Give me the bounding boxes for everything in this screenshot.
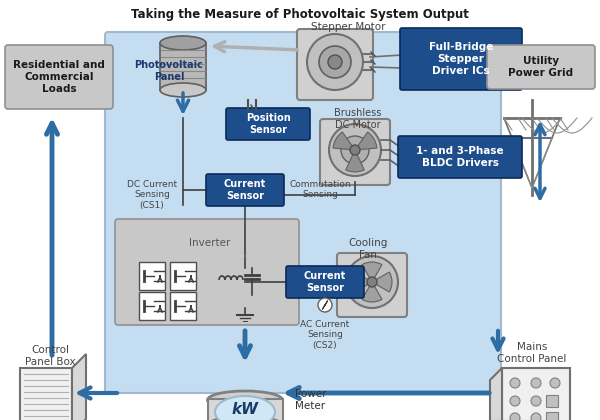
Text: Inverter: Inverter [190,238,230,248]
FancyBboxPatch shape [398,136,522,178]
Circle shape [350,145,360,155]
Circle shape [318,298,332,312]
FancyBboxPatch shape [546,395,558,407]
FancyBboxPatch shape [105,32,501,393]
FancyBboxPatch shape [226,108,310,140]
Text: Brushless
DC Motor: Brushless DC Motor [334,108,382,130]
FancyBboxPatch shape [206,174,284,206]
Ellipse shape [160,36,206,50]
Text: Residential and
Commercial
Loads: Residential and Commercial Loads [13,60,105,94]
Text: Current
Sensor: Current Sensor [224,179,266,201]
FancyBboxPatch shape [170,262,196,290]
Wedge shape [355,132,377,150]
FancyBboxPatch shape [139,262,165,290]
Circle shape [307,34,363,90]
Polygon shape [490,368,502,420]
FancyBboxPatch shape [115,219,299,325]
FancyBboxPatch shape [297,29,373,100]
FancyBboxPatch shape [139,292,165,320]
Polygon shape [72,354,86,420]
Circle shape [328,55,342,69]
Text: kW: kW [232,402,259,417]
Text: Full-Bridge
Stepper
Driver ICs: Full-Bridge Stepper Driver ICs [429,42,493,76]
Polygon shape [20,368,72,420]
Circle shape [531,413,541,420]
Circle shape [531,396,541,406]
Wedge shape [362,262,382,282]
Circle shape [346,256,398,308]
Text: Control
Panel Box: Control Panel Box [25,345,76,367]
Text: Mains
Control Panel: Mains Control Panel [497,342,566,364]
FancyBboxPatch shape [487,45,595,89]
Text: Taking the Measure of Photovoltaic System Output: Taking the Measure of Photovoltaic Syste… [131,8,469,21]
Circle shape [510,413,520,420]
FancyBboxPatch shape [546,412,558,420]
FancyBboxPatch shape [5,45,113,109]
Circle shape [367,277,377,287]
Circle shape [510,396,520,406]
Text: Position
Sensor: Position Sensor [245,113,290,135]
Ellipse shape [208,391,283,409]
Circle shape [329,124,381,176]
Text: Current
Sensor: Current Sensor [304,271,346,293]
Text: 1- and 3-Phase
BLDC Drivers: 1- and 3-Phase BLDC Drivers [416,146,504,168]
Text: Cooling
Fan: Cooling Fan [349,238,388,260]
Wedge shape [372,272,392,292]
Wedge shape [352,272,372,292]
Text: Power
Meter: Power Meter [295,389,326,411]
Ellipse shape [208,416,283,420]
Text: DC Current
Sensing
(CS1): DC Current Sensing (CS1) [127,180,177,210]
Ellipse shape [160,83,206,97]
Text: Stepper Motor: Stepper Motor [311,22,385,32]
Circle shape [341,136,369,164]
Text: Commutation
Sensing: Commutation Sensing [289,180,351,200]
Ellipse shape [215,396,275,420]
Polygon shape [502,368,570,420]
Text: AC Current
Sensing
(CS2): AC Current Sensing (CS2) [301,320,350,350]
FancyBboxPatch shape [286,266,364,298]
Wedge shape [362,282,382,302]
Circle shape [531,378,541,388]
Wedge shape [333,132,355,150]
Circle shape [510,378,520,388]
Text: Utility
Power Grid: Utility Power Grid [508,56,574,78]
FancyBboxPatch shape [170,292,196,320]
Wedge shape [346,150,364,172]
Circle shape [550,378,560,388]
Bar [160,43,206,90]
Text: Photovoltaic
Panel: Photovoltaic Panel [134,60,203,82]
FancyBboxPatch shape [400,28,522,90]
FancyBboxPatch shape [337,253,407,317]
FancyBboxPatch shape [320,119,390,185]
Bar [208,399,283,420]
Circle shape [319,46,351,78]
